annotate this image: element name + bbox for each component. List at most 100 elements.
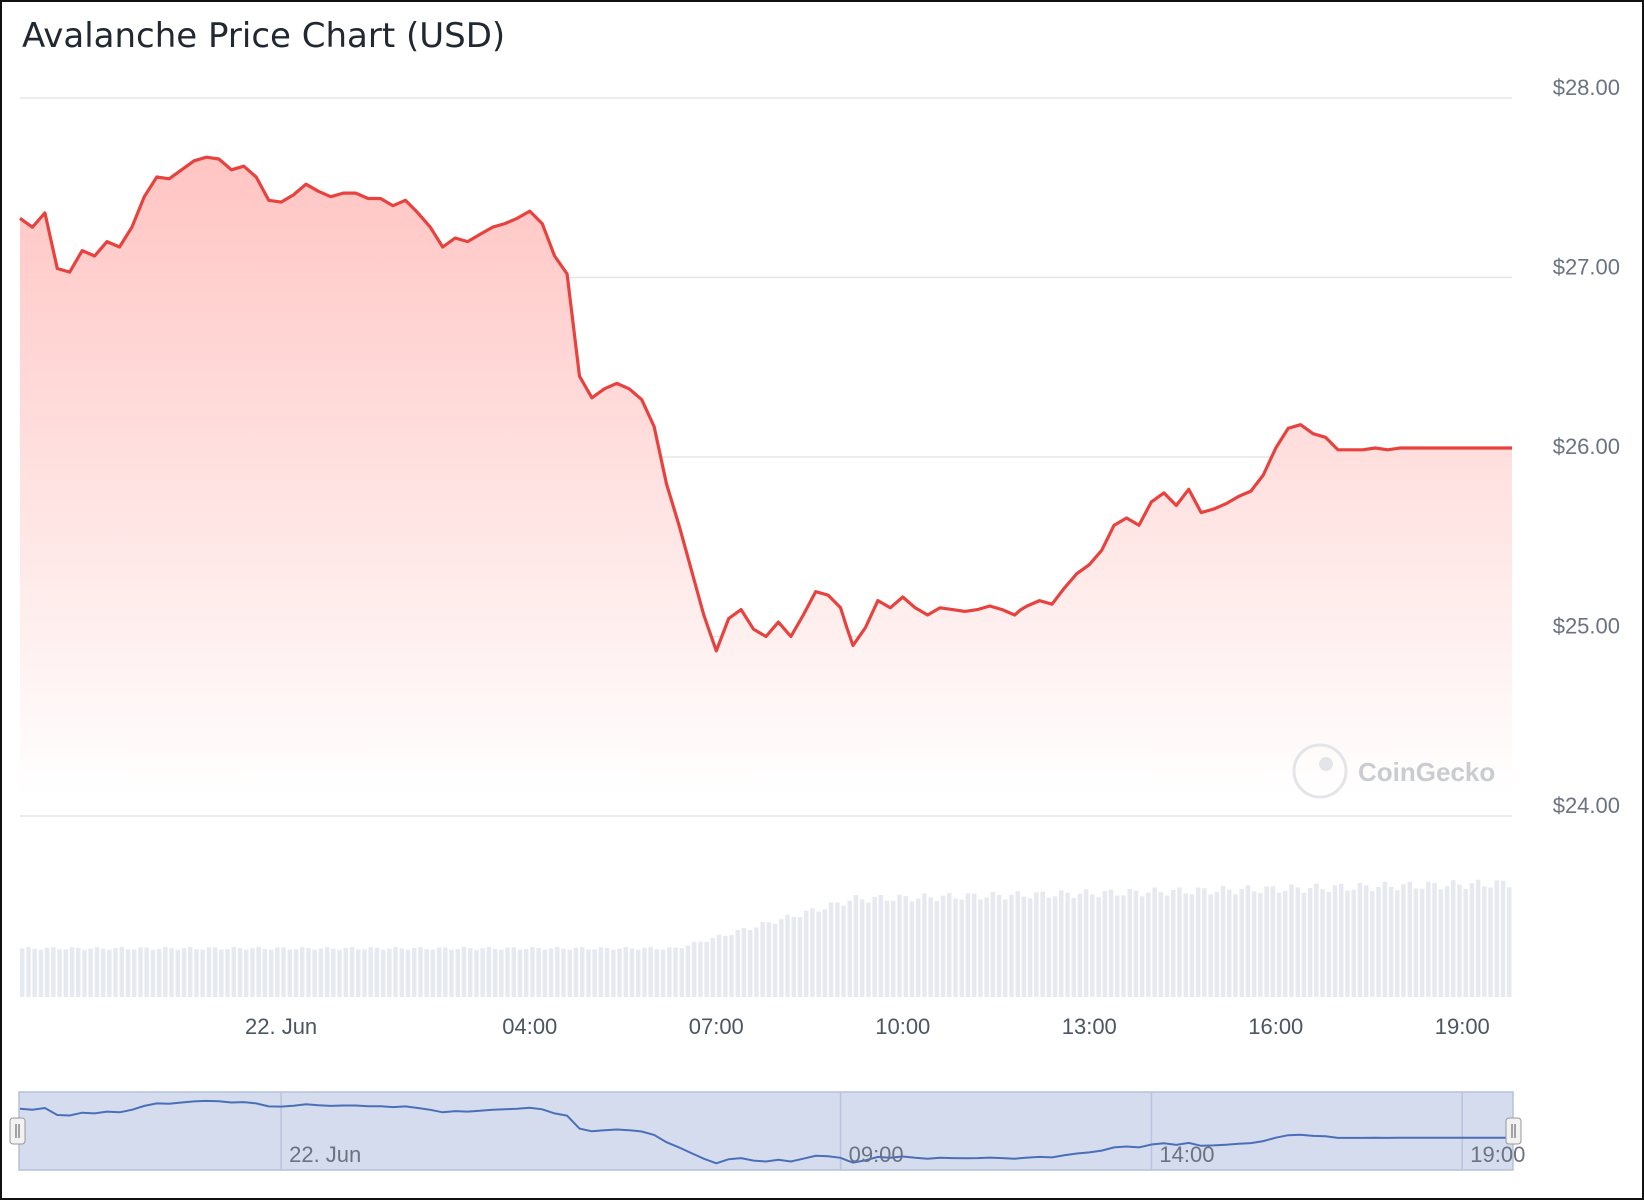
volume-bar (803, 910, 809, 997)
volume-bar (978, 899, 983, 997)
volume-bar (971, 893, 977, 997)
volume-bar (642, 947, 647, 997)
volume-bar (897, 894, 902, 997)
volume-bar (1239, 889, 1244, 997)
volume-bar (947, 893, 952, 997)
y-tick-label: $25.00 (1553, 614, 1620, 639)
volume-bar (1276, 892, 1282, 997)
x-tick-label: 04:00 (502, 1014, 557, 1039)
volume-bar (1009, 894, 1014, 997)
volume-bar (380, 949, 386, 997)
volume-bar (835, 902, 840, 997)
volume-bar (175, 949, 180, 997)
volume-bar (1202, 888, 1207, 997)
volume-bar (499, 949, 504, 997)
volume-bar (1370, 891, 1375, 997)
volume-bar (113, 947, 118, 997)
volume-bar (542, 949, 548, 997)
volume-bar (1307, 888, 1313, 997)
navigator-right-handle[interactable] (1505, 1117, 1522, 1145)
volume-bar (1214, 891, 1220, 997)
volume-bar (996, 895, 1002, 997)
volume-bar (418, 947, 423, 997)
volume-bar (244, 949, 249, 997)
chart-title: Avalanche Price Chart (USD) (22, 16, 506, 56)
volume-bar (1332, 885, 1338, 997)
volume-bar (1395, 890, 1400, 997)
y-tick-label: $28.00 (1553, 75, 1620, 100)
volume-bar (356, 949, 361, 997)
volume-bar (393, 947, 398, 997)
price-area-fill (20, 157, 1512, 796)
volume-bar (953, 898, 958, 997)
volume-bar (1494, 880, 1500, 997)
volume-bar (138, 947, 143, 997)
volume-bar (44, 947, 50, 997)
volume-bar (1121, 895, 1126, 997)
volume-bar (1208, 894, 1213, 997)
volume-bar (1500, 880, 1506, 997)
volume-bar (1183, 893, 1188, 997)
volume-bar (125, 949, 131, 997)
volume-bar (63, 949, 69, 997)
volume-bar (88, 948, 93, 997)
volume-bar (1139, 896, 1145, 997)
volume-bar (990, 891, 996, 997)
volume-bar (710, 937, 716, 997)
volume-bar (1463, 889, 1468, 997)
price-line[interactable] (19, 155, 1512, 653)
volume-bar (1046, 897, 1052, 997)
volume-bar (107, 949, 112, 997)
volume-bar (604, 947, 610, 997)
volume-bar (181, 948, 187, 997)
volume-bar (561, 948, 566, 997)
volume-bar (1195, 887, 1201, 997)
navigator-left-handle[interactable] (9, 1117, 26, 1145)
volume-bar (492, 948, 498, 997)
volume-bar (1152, 887, 1157, 997)
volume-bar (517, 949, 523, 997)
volume-bar (1171, 890, 1176, 997)
volume-bar (318, 948, 324, 997)
volume-bar (331, 948, 336, 997)
navigator[interactable]: 22. Jun 09:00 14:00 19:00 (9, 1091, 1525, 1171)
volume-bar (667, 947, 672, 997)
volume-bar (785, 914, 790, 997)
volume-bar (922, 893, 927, 997)
volume-bar (891, 900, 896, 997)
volume-bar (747, 930, 753, 997)
volume-bar (349, 947, 355, 997)
volume-bar (567, 949, 572, 997)
coingecko-watermark: CoinGecko (1358, 757, 1495, 787)
volume-bar (32, 948, 37, 997)
navigator-window[interactable] (18, 1091, 1514, 1171)
volume-bar (698, 941, 703, 997)
volume-bar (1475, 879, 1481, 997)
volume-bar (1146, 892, 1151, 997)
volume-bar (1220, 886, 1226, 997)
volume-bar (306, 947, 311, 997)
volume-bar (486, 947, 492, 997)
volume-bar (150, 949, 156, 997)
volume-bar (1401, 884, 1406, 997)
volume-bar (536, 948, 541, 997)
volume-bar (1444, 886, 1450, 997)
volume-bar (797, 917, 803, 997)
watermark: CoinGecko (1292, 743, 1495, 799)
volume-bar (573, 947, 579, 997)
volume-bar (1065, 892, 1070, 997)
x-tick-label: 22. Jun (245, 1014, 317, 1039)
volume-bar (984, 897, 989, 997)
volume-bar (660, 949, 666, 997)
volume-bar (1507, 887, 1512, 997)
volume-bar (679, 948, 684, 997)
volume-bar (685, 945, 691, 997)
volume-bar (1320, 889, 1325, 997)
navigator-tick-label: 14:00 (1159, 1142, 1214, 1167)
y-tick-label: $26.00 (1553, 434, 1620, 459)
volume-bar (82, 949, 87, 997)
volume-bar (144, 947, 149, 997)
volume-bar (455, 948, 460, 997)
volume-bar (903, 895, 908, 997)
